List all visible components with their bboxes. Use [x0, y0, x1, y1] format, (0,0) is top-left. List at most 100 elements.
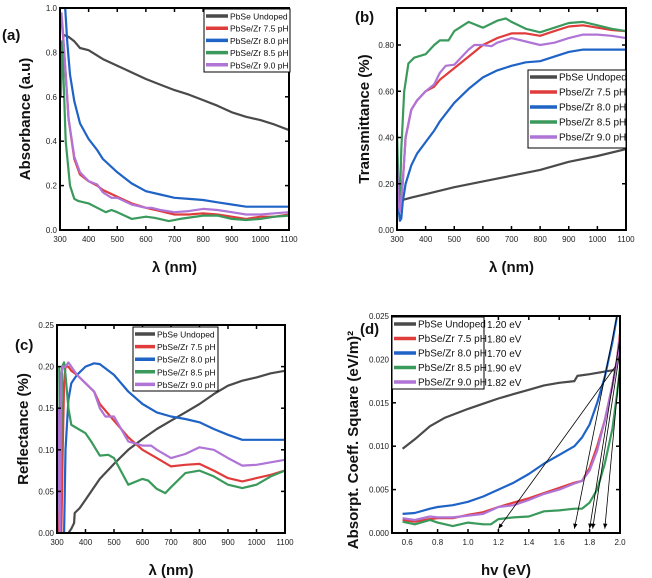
legend-entry: PbSe/Zr 8.5 pH [230, 48, 289, 58]
y-tick-label: 0.015 [369, 399, 390, 408]
band-gap-value: 1.82 eV [487, 378, 522, 389]
x-tick-label: 1.2 [493, 538, 505, 547]
y-axis-label: Absorpt. Coeff. Square (eV/m)² [345, 331, 362, 549]
legend: PbSe Undoped Pbse/Zr 7.5 pH Pbse/Zr 8.0 pH… [527, 69, 627, 149]
x-tick-label: 600 [136, 538, 150, 547]
legend-entry: PbSe/Zr 8.5 pH [157, 367, 216, 377]
legend: PbSe Undoped PbSe/Zr 7.5 pH PbSe/Zr 8.0 pH… [391, 316, 522, 390]
x-tick-label: 700 [164, 538, 178, 547]
band-gap-value: 1.20 eV [487, 320, 522, 331]
series-group [57, 361, 285, 533]
legend-entry: PbSe/Zr 8.0 pH [230, 36, 289, 46]
x-axis-label: λ (nm) [152, 259, 197, 276]
y-tick-label: 0.020 [369, 355, 390, 364]
legend-entry: PbSe/Zr 8.0 pH [418, 349, 487, 360]
legend-entry: PbSe Undoped [157, 330, 215, 340]
panel-c-reflectance: 300 400 500 600 700 800 900 1000 1100 0.00 0.05 0.1… [15, 321, 294, 578]
y-tick-label: 0.00 [378, 226, 394, 235]
x-axis-label: λ (nm) [149, 562, 194, 578]
panel-a-absorbance: 300 400 500 600 700 800 900 1000 1100 0.0 0.2 0.4 0.… [2, 4, 298, 276]
y-tick-label: 0.000 [369, 529, 390, 538]
legend-entry: PbSe Undoped [559, 73, 627, 84]
legend-entry: PbSe/Zr 8.5 pH [418, 363, 487, 374]
y-tick-label: 0.15 [38, 404, 54, 413]
x-tick-label: 400 [419, 235, 433, 244]
legend-entry: PbSe/Zr 7.5 pH [418, 334, 487, 345]
x-tick-label: 1000 [251, 235, 269, 244]
tangent-arrowhead [591, 523, 596, 529]
band-gap-value: 1.80 eV [487, 335, 522, 346]
y-tick-label: 0.025 [369, 312, 390, 321]
tangent-line [574, 315, 618, 529]
series-line-ph85 [402, 367, 620, 528]
panel-label: (d) [360, 321, 379, 338]
legend-entry: PbSe/Zr 7.5 pH [157, 342, 216, 352]
tangent-arrowhead [498, 523, 504, 529]
series-line-ph85 [60, 40, 289, 223]
series-line-ph85 [397, 17, 626, 204]
series-line-ph80 [63, 362, 285, 533]
x-axis-label: hv (eV) [481, 562, 531, 578]
x-tick-label: 1.8 [584, 538, 596, 547]
y-tick-label: 0.6 [46, 93, 58, 102]
series-line-ph80 [397, 48, 626, 222]
x-tick-label: 800 [533, 235, 547, 244]
legend-entry: PbSe/Zr 8.0 pH [157, 355, 216, 365]
x-tick-label: 500 [448, 235, 462, 244]
x-tick-label: 0.8 [432, 538, 444, 547]
x-tick-label: 800 [196, 235, 210, 244]
series-group [401, 316, 620, 528]
series-line-undoped [67, 369, 285, 533]
y-tick-label: 0.20 [38, 363, 54, 372]
x-tick-label: 2.0 [614, 538, 626, 547]
legend-entry: Pbse/Zr 9.0 pH [559, 133, 626, 144]
legend-entry: PbSe Undoped [418, 320, 486, 331]
legend-entry: PbSe Undoped [230, 12, 288, 22]
series-line-ph90 [402, 337, 620, 522]
panel-d-tauc-plot: 0.6 0.8 1.0 1.2 1.4 1.6 1.8 2.0 0.000 0.005 0.010 0… [345, 312, 626, 578]
tangent-arrowhead [573, 523, 578, 529]
x-tick-label: 500 [111, 235, 125, 244]
panel-b-transmittance: 300 400 500 600 700 800 900 1000 1100 0.00 0.20 0.4… [355, 7, 635, 276]
series-line-undoped [399, 148, 626, 204]
y-tick-label: 0.20 [378, 180, 394, 189]
legend-entry: Pbse/Zr 8.5 pH [559, 118, 626, 129]
legend-entry: PbSe/Zr 9.0 pH [230, 60, 289, 70]
band-gap-value: 1.90 eV [487, 364, 522, 375]
x-tick-label: 900 [562, 235, 576, 244]
y-tick-label: 0.80 [378, 41, 394, 50]
y-axis-label: Absorbance (a.u) [17, 58, 34, 181]
series-line-ph90 [57, 361, 285, 533]
x-tick-label: 300 [390, 235, 404, 244]
x-tick-label: 600 [476, 235, 490, 244]
series-line-ph80 [402, 316, 619, 515]
series-line-ph90 [397, 33, 626, 213]
y-tick-label: 1.0 [46, 4, 58, 13]
x-tick-label: 700 [168, 235, 182, 244]
x-tick-label: 1000 [248, 538, 266, 547]
x-tick-label: 1100 [617, 235, 635, 244]
legend-entry: Pbse/Zr 7.5 pH [559, 88, 626, 99]
y-tick-label: 0.10 [38, 446, 54, 455]
x-tick-label: 1.0 [462, 538, 474, 547]
legend-entry: PbSe/Zr 7.5 pH [230, 24, 289, 34]
x-tick-label: 1100 [280, 235, 298, 244]
x-tick-label: 700 [505, 235, 519, 244]
series-line-ph75 [57, 365, 285, 533]
x-tick-label: 400 [82, 235, 96, 244]
tangent-arrowhead [588, 523, 593, 529]
y-tick-label: 0.4 [46, 137, 58, 146]
x-tick-label: 600 [139, 235, 153, 244]
tangent-line [604, 363, 621, 529]
x-tick-label: 500 [107, 538, 121, 547]
legend-entry: Pbse/Zr 8.0 pH [559, 103, 626, 114]
band-gap-value: 1.70 eV [487, 349, 522, 360]
y-tick-label: 0.8 [46, 48, 58, 57]
x-tick-label: 300 [50, 538, 64, 547]
x-tick-label: 800 [193, 538, 207, 547]
y-tick-label: 0.25 [38, 321, 54, 330]
x-tick-label: 400 [79, 538, 93, 547]
panel-label: (a) [2, 27, 20, 44]
series-group [60, 8, 289, 223]
